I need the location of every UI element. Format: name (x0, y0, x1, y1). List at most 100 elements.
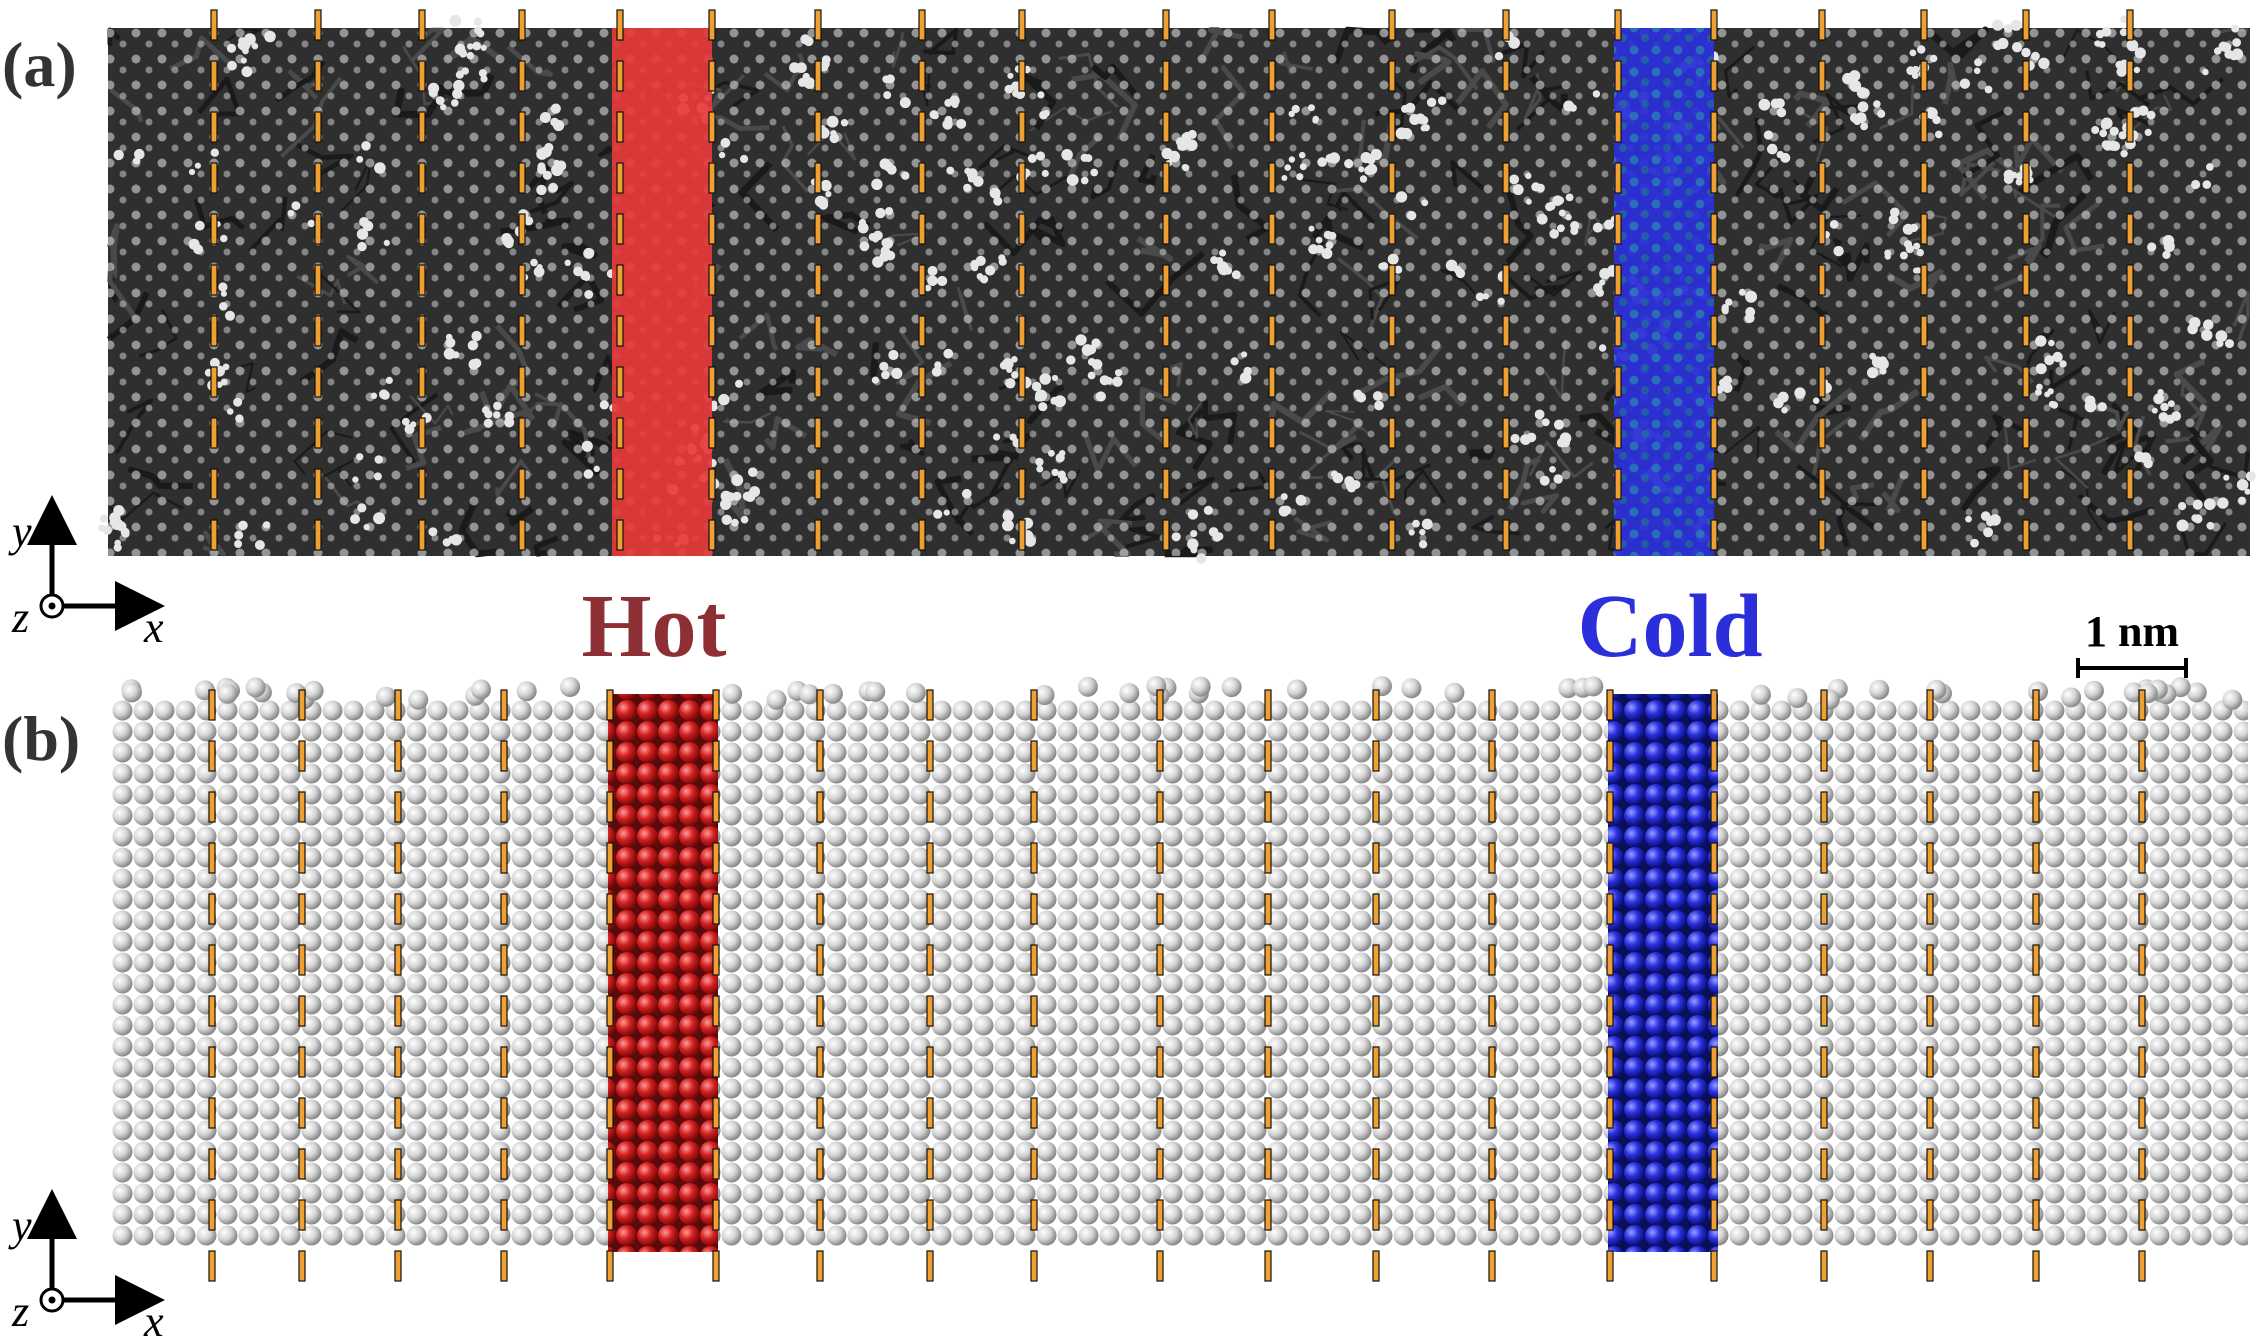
pore-atom (2171, 411, 2182, 422)
divider-dash (708, 468, 716, 500)
pore-atom (1916, 248, 1925, 257)
divider-dash (1920, 417, 1928, 449)
pore-atom (934, 361, 942, 369)
divider-dash (1920, 111, 1928, 143)
divider-dash (2138, 1046, 2146, 1078)
divider-dash (298, 995, 306, 1027)
pore-atom (944, 115, 953, 124)
z-axis-label-b: z (11, 1287, 29, 1336)
pore-atom (1549, 466, 1556, 473)
pore-atom (1280, 493, 1288, 501)
pore-atom (1095, 391, 1106, 402)
divider-dash (1710, 1250, 1718, 1282)
pore-atom (1526, 432, 1537, 443)
pore-atom (471, 330, 482, 342)
pore-atom (1553, 419, 1565, 430)
pore-atom (1344, 159, 1354, 169)
slab-divider (1710, 9, 1718, 551)
divider-dash (2022, 9, 2030, 41)
divider-dash (1606, 740, 1614, 772)
divider-dash (298, 1097, 306, 1129)
divider-dash (394, 1148, 402, 1180)
pore-atom (1051, 374, 1059, 382)
surface-atom (1751, 684, 1771, 705)
pore-atom (225, 310, 235, 321)
divider-dash (814, 111, 822, 143)
pore-atom (1970, 538, 1979, 548)
pore-atom (2160, 402, 2169, 412)
pore-atom (2109, 126, 2119, 136)
surface-atom (799, 684, 820, 705)
slab-divider (606, 689, 614, 1282)
divider-dash (1606, 791, 1614, 823)
divider-dash (298, 689, 306, 721)
pore-atom (1035, 151, 1046, 161)
divider-dash (2138, 1199, 2146, 1231)
divider-dash (1030, 1097, 1038, 1129)
divider-dash (1156, 740, 1164, 772)
pore-atom (220, 290, 227, 297)
divider-dash (1018, 264, 1026, 296)
slab-divider (1818, 9, 1826, 551)
divider-dash (1268, 519, 1276, 551)
pore-atom (2176, 519, 2189, 532)
pore-atom (583, 273, 591, 282)
pore-atom (2236, 479, 2249, 491)
divider-dash (1614, 162, 1622, 194)
divider-dash (816, 995, 824, 1027)
divider-dash (1920, 315, 1928, 347)
divider-dash (394, 791, 402, 823)
pore-atom (373, 472, 382, 481)
pore-atom (1011, 81, 1021, 91)
divider-dash (708, 213, 716, 245)
divider-dash (314, 264, 322, 296)
divider-dash (1818, 468, 1826, 500)
pore-atom (1230, 357, 1239, 366)
divider-dash (394, 995, 402, 1027)
pore-atom (2221, 42, 2232, 53)
pore-atom (356, 228, 369, 240)
pore-atom (194, 220, 205, 231)
divider-dash (2126, 366, 2134, 398)
divider-dash (1388, 213, 1396, 245)
divider-dash (1264, 1097, 1272, 1129)
divider-dash (1488, 893, 1496, 925)
divider-dash (500, 842, 508, 874)
divider-dash (2032, 791, 2040, 823)
divider-dash (298, 1199, 306, 1231)
divider-dash (314, 417, 322, 449)
pore-atom (1857, 101, 1869, 113)
divider-dash (394, 1199, 402, 1231)
slab-divider (210, 9, 218, 551)
divider-dash (606, 689, 614, 721)
pore-atom (363, 221, 373, 231)
divider-dash (1818, 111, 1826, 143)
divider-dash (1264, 689, 1272, 721)
divider-dash (1710, 1199, 1718, 1231)
surface-atom (2061, 687, 2082, 708)
slab-divider (2032, 689, 2040, 1282)
divider-dash (708, 9, 716, 41)
divider-dash (2022, 213, 2030, 245)
pore-atom (1849, 70, 1861, 82)
divider-dash (1606, 1148, 1614, 1180)
divider-dash (926, 1199, 934, 1231)
pore-atom (1038, 402, 1048, 412)
pore-atom (1090, 168, 1099, 177)
hot-region-a (612, 28, 712, 556)
pore-atom (1884, 253, 1892, 260)
pore-atom (111, 518, 124, 531)
divider-dash (1388, 366, 1396, 398)
pore-atom (219, 302, 228, 311)
divider-dash (2032, 893, 2040, 925)
divider-dash (926, 1250, 934, 1282)
pore-atom (1321, 248, 1333, 259)
divider-dash (208, 944, 216, 976)
divider-dash (2138, 1148, 2146, 1180)
hot-region-b (608, 694, 718, 1252)
divider-dash (1372, 842, 1380, 874)
pore-atom (1598, 344, 1607, 352)
divider-dash (708, 264, 716, 296)
pore-atom (226, 43, 237, 53)
pore-atom (883, 91, 892, 100)
